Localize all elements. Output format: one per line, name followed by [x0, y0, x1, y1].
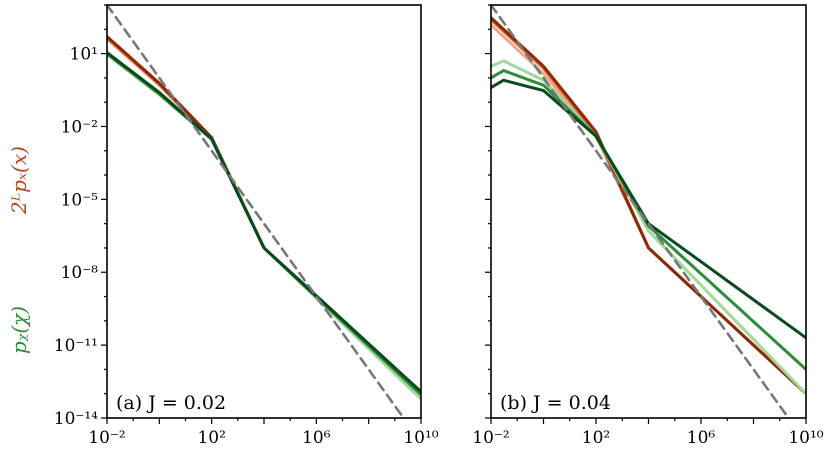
x-tick-label: 10⁶	[302, 428, 331, 448]
x-tick-label: 10¹⁰	[403, 428, 438, 448]
panel-label: (b) J = 0.04	[500, 392, 611, 414]
y-tick-label: 10⁻¹¹	[54, 336, 98, 356]
x-tick-label: 10⁶	[687, 428, 716, 448]
panel-a: 10⁻² 10² 10⁶ 10¹⁰ 10¹ 10⁻² 10⁻⁵ 10⁻⁸ 10⁻¹¹ 10⁻¹⁴ (…	[54, 4, 439, 448]
series-line-5	[491, 69, 806, 371]
y-axis-label-top: 2ᴸpₓ(x)	[7, 146, 31, 215]
axes-frame	[106, 4, 422, 419]
series-line-6	[491, 78, 806, 340]
x-tick-label: 10¹⁰	[788, 428, 823, 448]
series-line-3	[491, 16, 806, 396]
y-tick-label: 10⁻⁵	[61, 190, 99, 210]
reference-dashed-line	[107, 5, 406, 418]
reference-dashed-line	[491, 5, 791, 418]
x-tick-label: 10²	[197, 428, 225, 448]
y-axis-label-bottom: pᵪ(χ)	[7, 306, 31, 354]
y-tick-label: 10¹	[70, 45, 98, 65]
series-line-1	[491, 23, 806, 396]
y-tick-label: 10⁻¹⁴	[54, 409, 98, 429]
series-line-4	[491, 59, 806, 396]
x-tick-label: 10⁻²	[472, 428, 509, 448]
x-tick-label: 10⁻²	[88, 428, 125, 448]
panel-label: (a) J = 0.02	[116, 392, 226, 414]
y-tick-label: 10⁻⁸	[61, 263, 99, 283]
series-line-6	[107, 51, 421, 394]
y-tick-label: 10⁻²	[61, 117, 98, 137]
series-line-2	[491, 18, 806, 396]
x-tick-label: 10²	[582, 428, 610, 448]
panel-b: 10⁻² 10² 10⁶ 10¹⁰ (b) J = 0.04	[472, 4, 824, 448]
